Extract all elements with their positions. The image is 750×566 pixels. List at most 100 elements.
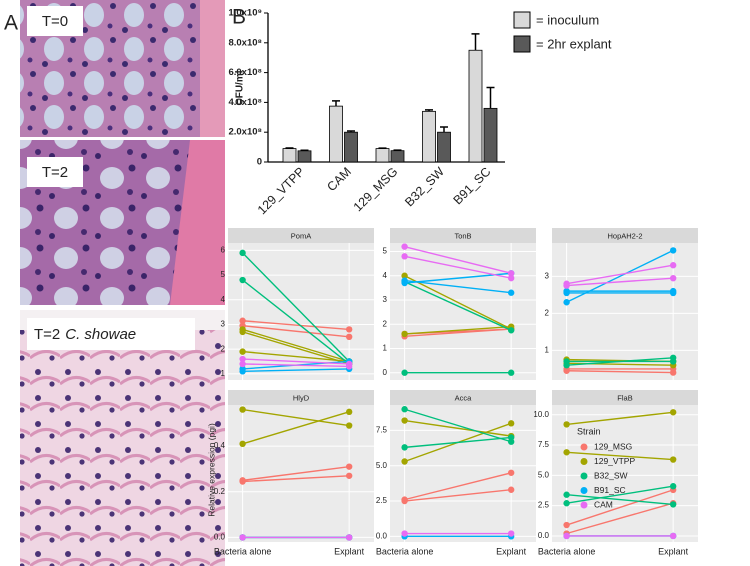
replicate-line	[404, 408, 512, 443]
bar	[437, 131, 451, 163]
y-axis-label: Relative expression (pgi)	[206, 423, 216, 517]
point	[239, 368, 246, 375]
point	[239, 249, 246, 257]
replicate-line	[242, 331, 350, 365]
replicate-line	[242, 252, 350, 362]
point	[239, 360, 246, 368]
point	[401, 530, 408, 537]
replicate-line	[242, 324, 350, 338]
point	[507, 369, 515, 376]
legend-swatch	[580, 501, 588, 509]
error-bar	[332, 100, 340, 107]
replicate-line	[404, 281, 512, 331]
y-tick-label: 7.5	[376, 426, 388, 435]
y-tick-label: 1.0x10⁹	[228, 8, 262, 19]
image-caption: T=2 C. showae	[34, 326, 136, 343]
replicate-line	[242, 475, 350, 483]
facet-title: Acca	[455, 393, 473, 402]
y-tick-label: 0	[257, 157, 262, 168]
point	[345, 408, 353, 416]
point	[669, 247, 677, 254]
point	[669, 409, 677, 416]
point	[669, 354, 677, 361]
legend-swatch	[513, 35, 531, 53]
point	[345, 534, 353, 541]
error-bar	[393, 149, 402, 151]
bar	[390, 150, 405, 163]
y-tick-label: 5.0	[538, 470, 550, 479]
y-tick-label: 3	[545, 271, 550, 280]
replicate-line	[242, 358, 350, 365]
point	[563, 491, 570, 498]
bar	[282, 148, 297, 163]
y-tick-label: 4.0x10⁸	[228, 97, 262, 108]
legend-swatch	[580, 472, 588, 480]
replicate-line	[242, 363, 350, 368]
facet-title: PomA	[291, 231, 311, 240]
replicate-line	[566, 264, 674, 285]
replicate-line	[404, 436, 512, 449]
replicate-line	[404, 245, 512, 274]
x-tick-label: Bacteria alone	[214, 546, 272, 556]
histology-image: T=2 C. showae	[20, 310, 225, 566]
replicate-line	[242, 411, 350, 445]
point	[239, 478, 246, 485]
point	[239, 276, 246, 284]
y-tick-label: 1	[545, 345, 550, 354]
point	[345, 333, 353, 341]
y-tick-label: 2.0x10⁸	[228, 127, 262, 138]
y-tick-label: 6	[221, 246, 226, 255]
x-tick-label: Explant	[496, 546, 527, 556]
legend-swatch	[513, 11, 531, 29]
point	[507, 327, 515, 334]
bar	[468, 49, 483, 163]
replicate-line	[404, 255, 512, 279]
replicate-line	[566, 489, 674, 526]
point	[669, 532, 677, 540]
y-tick-label: 2	[545, 308, 550, 317]
point	[239, 355, 246, 363]
point	[563, 361, 570, 369]
point	[239, 328, 246, 336]
point	[669, 262, 677, 269]
legend-label: B91_SC	[594, 485, 626, 495]
y-tick-label: 3	[383, 295, 388, 304]
x-tick-label: 129_MSG	[351, 165, 401, 215]
replicate-line	[566, 502, 674, 535]
y-tick-label: 0.0	[376, 531, 388, 540]
point	[507, 434, 515, 441]
x-tick-label: B32_SW	[402, 164, 447, 209]
replicate-line	[566, 411, 674, 426]
replicate-line	[242, 328, 350, 363]
facet-strip	[390, 228, 536, 243]
bar	[344, 131, 358, 163]
point	[507, 469, 515, 476]
point	[563, 421, 570, 428]
point	[669, 501, 677, 508]
bar	[375, 148, 390, 163]
replicate-line	[404, 275, 512, 330]
point	[401, 253, 408, 260]
point	[239, 317, 246, 324]
point	[669, 289, 677, 297]
bar	[297, 150, 312, 163]
point	[669, 456, 677, 463]
point	[401, 444, 408, 451]
y-tick-label: 4	[383, 271, 388, 280]
y-tick-label: 10.0	[533, 410, 549, 419]
point	[401, 369, 408, 376]
facet-strip	[228, 228, 374, 243]
y-tick-label: 0.4	[214, 441, 226, 450]
y-tick-label: 5	[221, 270, 226, 279]
replicate-line	[566, 277, 674, 287]
bar	[329, 105, 343, 163]
legend-swatch	[580, 443, 588, 451]
replicate-line	[566, 357, 674, 366]
replicate-line	[242, 350, 350, 363]
panel-label: A	[4, 12, 18, 35]
x-tick-label: CAM	[324, 165, 354, 195]
legend-title: Strain	[577, 426, 601, 436]
y-tick-label: 0.0	[538, 531, 550, 540]
replicate-line	[404, 328, 512, 338]
point	[239, 534, 246, 541]
